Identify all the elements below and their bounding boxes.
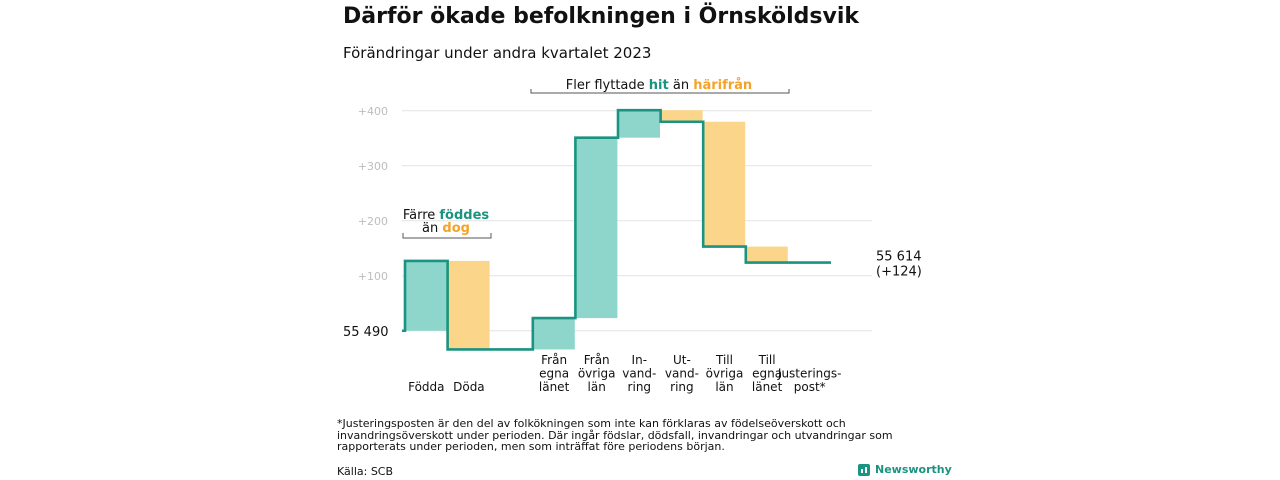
bar-6 [660,110,703,122]
bar-1 [447,260,490,350]
start-value-label: 55 490 [343,325,389,340]
y-tick-label-2: +300 [358,160,388,173]
x-label-8: Till egna länet [752,353,783,394]
level-line [402,108,831,351]
x-label-1: Döda [453,380,485,394]
y-tick-label-0: +100 [358,270,388,283]
x-label-6: Ut-vand-ring [665,353,699,394]
bar-5 [618,110,660,138]
bar-chart-icon [858,463,870,476]
brand-name: Newsworthy [875,463,952,476]
end-change-label: (+124) [876,265,922,280]
bar-8 [745,246,788,263]
y-tick-label-3: +400 [358,105,388,118]
x-label-9: Justerings-post* [777,367,842,395]
annotation-migration-bracket [530,89,790,94]
annotation-migration: Fler flyttade hit än härifrån [566,78,752,93]
x-label-3: Från egna länet [539,353,570,394]
x-label-4: Från övriga län [578,353,616,394]
annotation-births-line2: än dog [422,221,470,236]
annotation-births-bracket [402,233,492,239]
x-label-5: In-vand-ring [622,353,656,394]
waterfall-chart: +100 +200 +300 +400 Födda Döda Från egna länet Fr… [343,78,922,395]
annotation-births-line1: Färre föddes [403,208,490,223]
x-label-0: Födda [408,380,444,394]
bar-7 [703,121,746,247]
source-label: Källa: SCB [337,465,394,478]
chart-title: Därför ökade befolkningen i Örnsköldsvik [343,4,860,29]
bar-0 [405,260,447,331]
y-tick-label-1: +200 [358,215,388,228]
end-value-label: 55 614 [876,250,922,265]
chart-subtitle: Förändringar under andra kvartalet 2023 [343,44,652,62]
footnote: *Justeringsposten är den del av folkökni… [337,417,893,453]
bar-3 [532,318,575,350]
newsworthy-logo: Newsworthy [858,463,952,476]
bar-4 [575,137,618,319]
x-label-7: Till övriga län [706,353,744,394]
